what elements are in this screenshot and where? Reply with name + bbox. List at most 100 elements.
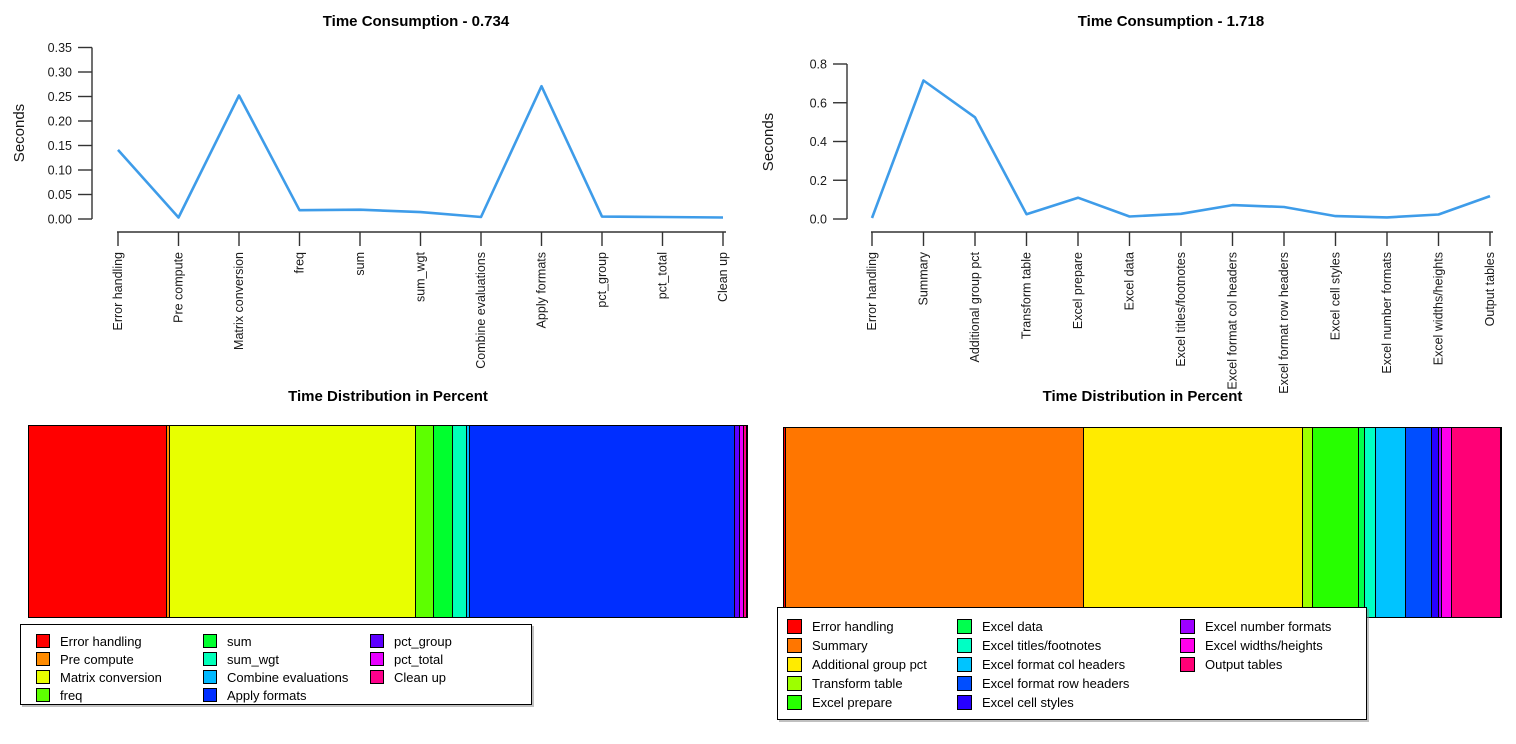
legend-swatch-icon [957, 638, 972, 653]
y-tick-label: 0.15 [48, 139, 72, 153]
legend-swatch-icon [36, 634, 50, 648]
stacked-bar-left [28, 425, 748, 618]
legend-swatch-icon [370, 652, 384, 666]
x-tick-label: Pre compute [172, 252, 186, 323]
y-tick-label: 0.6 [810, 96, 827, 110]
legend-column: Excel number formats Excel widths/heights… [1180, 617, 1360, 719]
legend-right: Error handling Summary Additional group pc… [777, 607, 1367, 720]
legend-item: Excel titles/footnotes [957, 636, 1180, 655]
legend-swatch-icon [787, 695, 802, 710]
data-line [870, 79, 1491, 219]
legend-swatch-icon [787, 657, 802, 672]
line-chart-top-left: Seconds 0.00 0.05 0.10 0.15 0.20 0.25 0.30 0.35 E… [11, 41, 730, 369]
legend-label: Error handling [812, 619, 894, 634]
legend-label: Excel prepare [812, 695, 893, 710]
bar-segment-excel-cell-styles [1432, 428, 1439, 617]
x-tick-label: Excel titles/footnotes [1174, 252, 1188, 367]
x-tick-label: Error handling [865, 252, 879, 331]
bar-segment-matrix-conversion [169, 426, 417, 617]
legend-item: Additional group pct [787, 655, 957, 674]
y-tick-label: 0.10 [48, 164, 72, 178]
y-tick-label: 0.2 [810, 174, 827, 188]
x-tick-label: Summary [917, 251, 931, 305]
legend-swatch-icon [203, 634, 217, 648]
legend-label: sum [227, 633, 252, 649]
legend-swatch-icon [36, 688, 50, 702]
stacked-bar-right [783, 427, 1502, 618]
legend-column: pct_group pct_total Clean up [370, 632, 530, 704]
bar-segment-freq [416, 426, 435, 617]
y-tick-label: 0.35 [48, 41, 72, 55]
bar-segment-excel-prepare [1313, 428, 1360, 617]
legend-label: Excel format row headers [982, 676, 1130, 691]
chart-title-top-left: Time Consumption - 0.734 [322, 13, 510, 30]
x-tick-label: pct_group [595, 252, 609, 308]
bar-segment-pct-total [740, 426, 744, 617]
legend-label: Excel widths/heights [1205, 638, 1323, 653]
bar-segment-excel-titles-footnotes [1364, 428, 1377, 617]
bar-segment-excel-data [1359, 428, 1365, 617]
legend-column: Error handling Summary Additional group pc… [787, 617, 957, 719]
legend-item: pct_group [370, 632, 530, 650]
x-tick-label: Error handling [111, 252, 125, 331]
legend-column: sum sum_wgt Combine evaluations Apply forma… [203, 632, 370, 704]
legend-label: Excel number formats [1205, 619, 1332, 634]
y-tick-label: 0.05 [48, 188, 72, 202]
bar-segment-apply-formats [470, 426, 736, 617]
x-tick-label: sum [353, 252, 367, 276]
legend-swatch-icon [1180, 638, 1195, 653]
bar-segment-clean-up [744, 426, 747, 617]
x-tick-label: Clean up [716, 252, 730, 302]
legend-item: Excel number formats [1180, 617, 1360, 636]
legend-item: Error handling [36, 632, 203, 650]
legend-swatch-icon [957, 657, 972, 672]
x-tick-label: Excel cell styles [1329, 252, 1343, 340]
legend-item: Output tables [1180, 655, 1360, 674]
y-tick-label: 0.8 [810, 58, 827, 72]
bar-segment-error-handling [29, 426, 167, 617]
y-tick-label: 0.00 [48, 213, 72, 227]
x-tick-label: Additional group pct [968, 251, 982, 362]
chart-title-bottom-right: Time Distribution in Percent [1042, 388, 1243, 405]
legend-swatch-icon [36, 652, 50, 666]
legend-item: Excel widths/heights [1180, 636, 1360, 655]
legend-label: pct_group [394, 633, 452, 649]
y-axis-title: Seconds [11, 104, 28, 162]
bar-segment-sum [434, 426, 453, 617]
legend-item: Combine evaluations [203, 668, 370, 686]
y-tick-label: 0.25 [48, 90, 72, 104]
legend-item: sum [203, 632, 370, 650]
legend-label: Excel data [982, 619, 1043, 634]
x-tick-label: Apply formats [535, 252, 549, 328]
legend-label: Excel cell styles [982, 695, 1074, 710]
legend-swatch-icon [203, 670, 217, 684]
legend-column: Error handling Pre compute Matrix conversi… [36, 632, 203, 704]
legend-label: Pre compute [60, 651, 134, 667]
y-axis-title: Seconds [760, 113, 777, 171]
legend-label: Excel format col headers [982, 657, 1126, 672]
legend-swatch-icon [787, 676, 802, 691]
x-tick-label: Excel format row headers [1277, 252, 1291, 394]
legend-swatch-icon [957, 619, 972, 634]
legend-label: Combine evaluations [227, 669, 349, 685]
legend-item: Excel format col headers [957, 655, 1180, 674]
legend-item: Apply formats [203, 686, 370, 704]
legend-swatch-icon [787, 619, 802, 634]
bar-segment-output-tables [1451, 428, 1501, 617]
bar-segment-excel-format-col-headers [1376, 428, 1407, 617]
bar-segment-additional-group-pct [1083, 428, 1303, 617]
x-tick-label: Excel widths/heights [1432, 252, 1446, 365]
legend-item: Excel cell styles [957, 693, 1180, 712]
y-tick-label: 0.4 [810, 135, 827, 149]
legend-label: Transform table [812, 676, 903, 691]
legend-label: Error handling [60, 633, 142, 649]
x-tick-label: Output tables [1483, 252, 1497, 326]
bar-segment-excel-widths-heights [1442, 428, 1452, 617]
legend-item: sum_wgt [203, 650, 370, 668]
legend-item: Error handling [787, 617, 957, 636]
legend-left: Error handling Pre compute Matrix conversi… [20, 624, 532, 705]
legend-column: Excel data Excel titles/footnotes Excel fo… [957, 617, 1180, 719]
legend-swatch-icon [1180, 657, 1195, 672]
bar-segment-pre-compute [166, 426, 170, 617]
legend-label: freq [60, 687, 83, 703]
